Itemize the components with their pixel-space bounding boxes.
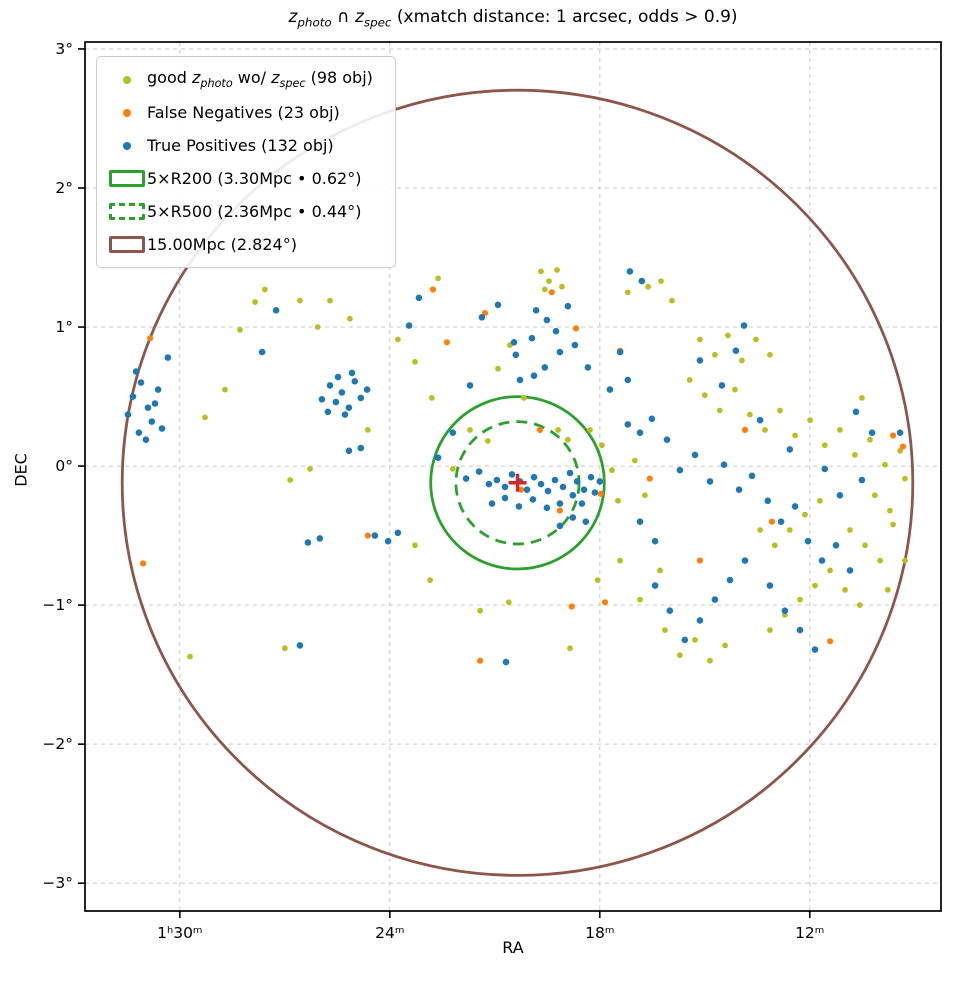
legend-circle-marker-icon bbox=[107, 203, 147, 220]
y-axis-label: DEC bbox=[11, 453, 31, 487]
svg-text:18ᵐ: 18ᵐ bbox=[585, 924, 614, 942]
cluster-center-marker bbox=[508, 473, 527, 492]
circle-15Mpc bbox=[120, 88, 915, 877]
legend-row-15mpc: 15.00Mpc (2.824°) bbox=[107, 232, 373, 257]
axes-box bbox=[84, 41, 942, 912]
legend-label: True Positives (132 obj) bbox=[147, 136, 334, 155]
legend-circle-marker-icon bbox=[107, 170, 147, 187]
svg-text:−2°: −2° bbox=[42, 735, 73, 753]
legend-label: False Negatives (23 obj) bbox=[147, 103, 340, 122]
legend-dot-marker-icon bbox=[107, 75, 147, 84]
x-axis-label: RA bbox=[502, 938, 524, 957]
scatter-series-0 bbox=[187, 267, 908, 664]
scatter-series-1 bbox=[140, 286, 907, 664]
legend-row-true-positives: True Positives (132 obj) bbox=[107, 133, 373, 158]
svg-text:1°: 1° bbox=[55, 318, 73, 336]
svg-text:1ʰ30ᵐ: 1ʰ30ᵐ bbox=[157, 924, 203, 942]
legend-dot-marker-icon bbox=[107, 141, 147, 150]
chart-title: zphoto ∩ zspec (xmatch distance: 1 arcse… bbox=[288, 7, 738, 30]
svg-text:2°: 2° bbox=[55, 179, 73, 197]
legend-label: 5×R500 (2.36Mpc • 0.44°) bbox=[147, 202, 362, 221]
svg-text:−1°: −1° bbox=[42, 596, 73, 614]
legend-box: good zphoto wo/ zspec (98 obj) False Neg… bbox=[96, 56, 396, 268]
gridlines bbox=[85, 42, 941, 911]
legend-label: 15.00Mpc (2.824°) bbox=[147, 235, 297, 254]
legend-row-false-negatives: False Negatives (23 obj) bbox=[107, 100, 373, 125]
legend-circle-marker-icon bbox=[107, 236, 147, 253]
legend-label: good zphoto wo/ zspec (98 obj) bbox=[147, 68, 373, 91]
tick-labels: 1ʰ30ᵐ 24ᵐ 18ᵐ 12ᵐ 3° 2° 1° 0° −1° −2° −3° bbox=[42, 40, 824, 942]
svg-text:12ᵐ: 12ᵐ bbox=[795, 924, 824, 942]
legend-row-r200: 5×R200 (3.30Mpc • 0.62°) bbox=[107, 166, 373, 191]
svg-text:0°: 0° bbox=[55, 457, 73, 475]
circle-5xR200 bbox=[429, 395, 606, 571]
svg-text:24ᵐ: 24ᵐ bbox=[375, 924, 404, 942]
legend-label: 5×R200 (3.30Mpc • 0.62°) bbox=[147, 169, 362, 188]
legend-dot-marker-icon bbox=[107, 108, 147, 117]
legend-row-good-zphoto: good zphoto wo/ zspec (98 obj) bbox=[107, 67, 373, 92]
svg-text:3°: 3° bbox=[55, 40, 73, 58]
scatter-series-2 bbox=[124, 268, 904, 666]
svg-text:−3°: −3° bbox=[42, 874, 73, 892]
legend-row-r500: 5×R500 (2.36Mpc • 0.44°) bbox=[107, 199, 373, 224]
tick-marks bbox=[78, 48, 811, 918]
